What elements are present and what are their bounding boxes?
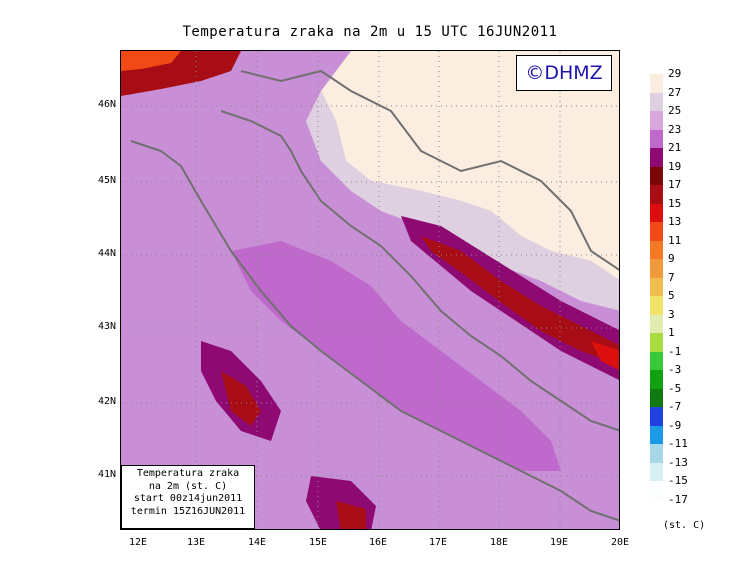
legend-swatch — [650, 203, 663, 222]
legend-swatch — [650, 296, 663, 315]
legend-swatch — [650, 222, 663, 241]
legend-swatch — [650, 129, 663, 148]
legend-label: 9 — [668, 252, 675, 265]
lon-label: 19E — [549, 537, 569, 548]
dinaric-cold-core — [421, 236, 619, 366]
legend-swatch — [650, 185, 663, 204]
legend-swatch — [650, 314, 663, 333]
info-line: Temperatura zraka — [136, 468, 240, 479]
legend-label: -7 — [668, 400, 682, 413]
legend-swatch — [650, 370, 663, 389]
info-box: Temperatura zraka na 2m (st. C) start 00… — [121, 465, 255, 529]
lon-label: 20E — [610, 537, 630, 548]
legend-swatch — [650, 259, 663, 278]
legend-label: 19 — [668, 159, 682, 173]
legend-swatch — [650, 407, 663, 426]
legend-label: 17 — [668, 178, 682, 191]
lon-label: 17E — [428, 537, 448, 548]
legend-swatch — [650, 111, 663, 130]
alpine-cold-core — [121, 51, 181, 71]
legend-swatch — [650, 444, 663, 463]
lon-label: 16E — [368, 537, 388, 548]
legend-label: 13 — [668, 215, 682, 228]
national-border — [240, 69, 619, 271]
lat-label: 44N — [97, 248, 116, 259]
legend-label: -1 — [668, 344, 682, 358]
dinaric-coldest-spot — [591, 341, 619, 370]
legend-label: 1 — [668, 326, 675, 339]
legend-swatch — [650, 351, 663, 370]
info-line: start 00z14jun2011 — [133, 493, 243, 504]
temperature-map — [120, 50, 620, 530]
legend-label: -15 — [668, 474, 688, 487]
lon-label: 14E — [247, 537, 267, 548]
lat-label: 41N — [97, 469, 116, 480]
legend-swatch — [650, 388, 663, 407]
lon-label: 15E — [308, 537, 328, 548]
legend-label: 7 — [668, 270, 675, 284]
italian-coastline — [130, 140, 619, 522]
lat-label: 43N — [97, 321, 116, 332]
legend-swatch — [650, 333, 663, 352]
info-line: termin 15Z16JUN2011 — [130, 505, 246, 517]
lat-label: 46N — [97, 99, 116, 110]
mild-band — [306, 91, 619, 311]
dhmz-watermark: ©DHMZ — [516, 55, 612, 91]
map-title: Temperatura zraka na 2m u 15 UTC 16JUN20… — [182, 24, 558, 40]
legend-label: -3 — [668, 363, 682, 376]
lat-label: 42N — [97, 396, 116, 407]
legend-label: -9 — [668, 418, 682, 432]
legend-label: 27 — [668, 85, 682, 99]
legend-label: -13 — [668, 455, 688, 469]
legend-label: -11 — [668, 437, 688, 450]
legend-label: 15 — [668, 196, 682, 210]
legend-label: 29 — [668, 67, 682, 80]
legend-label: 23 — [668, 122, 682, 136]
apennine-cold-core — [221, 371, 261, 426]
sea-area — [231, 241, 561, 471]
legend-label: 5 — [668, 289, 675, 302]
legend-swatch — [650, 425, 663, 444]
legend-swatch — [650, 277, 663, 296]
legend-swatch — [650, 92, 663, 111]
legend-unit: (st. C) — [663, 520, 706, 531]
graticule — [121, 51, 619, 529]
lon-label: 12E — [128, 537, 148, 548]
legend-label: -5 — [668, 381, 682, 395]
legend-label: 21 — [668, 141, 682, 154]
adriatic-east-coastline — [220, 110, 619, 432]
legend-label: -17 — [668, 492, 688, 506]
legend-swatch — [650, 74, 663, 93]
lon-label: 18E — [489, 537, 509, 548]
info-line: na 2m (st. C) — [148, 480, 228, 492]
legend-label: 11 — [668, 233, 682, 247]
legend-label: 3 — [668, 307, 675, 321]
legend-swatch — [650, 148, 663, 167]
warm-land-region — [321, 51, 619, 280]
legend-swatch — [650, 166, 663, 185]
legend-swatch — [650, 240, 663, 259]
map-canvas — [121, 51, 619, 529]
south-cold-core — [336, 501, 366, 529]
lat-label: 45N — [97, 175, 116, 186]
legend-swatch — [650, 462, 663, 481]
legend-swatch — [650, 481, 663, 500]
lon-label: 13E — [186, 537, 206, 548]
legend-label: 25 — [668, 104, 682, 117]
